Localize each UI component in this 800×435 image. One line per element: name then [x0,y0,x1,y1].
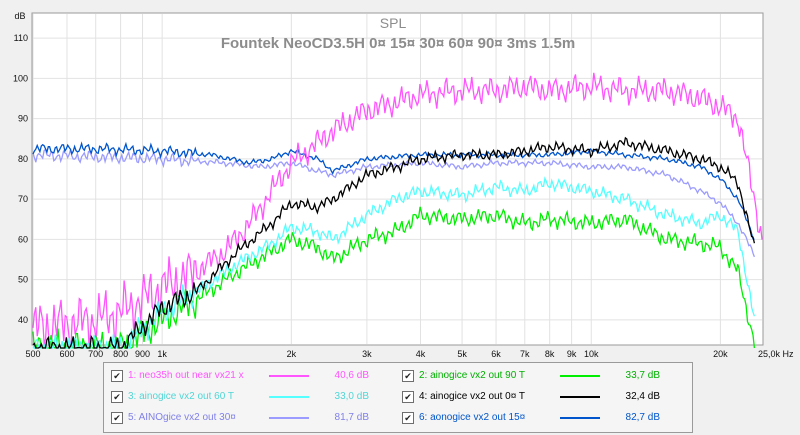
y-tick-label: 100 [13,73,28,83]
legend-label: 1: neo35h out near vx21 x [128,370,244,381]
legend-swatch [269,396,309,398]
legend-label: 2: ainogice vx2 out 90 T [419,370,525,381]
x-tick-label: 8k [545,349,555,359]
x-tick-label: 20k [713,349,728,359]
x-axis: 500 600 700 800 900 1k 2k 3k 4k 5k 6k 7k 8k 9k 10k 20k 2… [25,349,794,359]
x-tick-label: 10k [584,349,599,359]
x-tick-label: 3k [362,349,372,359]
legend-item[interactable]: ✔ 2: ainogice vx2 out 90 T 33,7 dB [402,368,672,384]
legend-value: 82,7 dB [625,412,660,423]
y-tick-label: 110 [14,33,28,43]
legend-item[interactable]: ✔ 5: AINOgice vx2 out 30¤ 81,7 dB [111,410,381,426]
legend-label: 3: ainogice vx2 out 60 T [128,391,234,402]
x-tick-label: 800 [113,349,128,359]
y-unit-label: dB [14,11,25,21]
legend-checkbox[interactable]: ✔ [402,370,414,382]
y-tick-label: 70 [18,194,28,204]
x-tick-label: 9k [567,349,577,359]
legend-value: 81,7 dB [334,412,369,423]
legend-label: 6: aonogice vx2 out 15¤ [419,412,526,423]
x-tick-label: 500 [25,349,40,359]
y-tick-label: 90 [18,114,28,124]
legend-checkbox[interactable]: ✔ [402,412,414,424]
y-tick-label: 80 [18,154,28,164]
series-line [32,136,756,350]
series-line [32,141,755,240]
legend-checkbox[interactable]: ✔ [111,391,123,403]
legend-label: 5: AINOgice vx2 out 30¤ [128,412,236,423]
legend-value: 40,6 dB [334,370,369,381]
x-tick-label: 1k [157,349,167,359]
legend-checkbox[interactable]: ✔ [111,370,123,382]
x-tick-label: 5k [457,349,467,359]
legend-value: 32,4 dB [625,391,660,402]
chart-title: SPL [380,15,407,31]
x-tick-label: 700 [88,349,103,359]
x-tick-label: 900 [135,349,150,359]
legend-swatch [560,375,600,377]
legend-swatch [269,375,309,377]
grid [32,14,762,344]
legend-value: 33,0 dB [334,391,369,402]
y-tick-label: 40 [18,315,28,325]
legend-value: 33,7 dB [625,370,660,381]
x-tick-label: 25,0k Hz [758,349,794,359]
x-tick-label: 2k [287,349,297,359]
series-layer [32,72,763,351]
y-tick-label: 50 [18,275,28,285]
plot-area [31,12,764,346]
legend-item[interactable]: ✔ 6: aonogice vx2 out 15¤ 82,7 dB [402,410,672,426]
legend-swatch [269,417,309,419]
chart-subtitle: Fountek NeoCD3.5H 0¤ 15¤ 30¤ 60¤ 90¤ 3ms… [221,35,575,52]
y-axis: 40 50 60 70 80 90 100 110 [13,33,28,325]
legend-checkbox[interactable]: ✔ [111,412,123,424]
y-tick-label: 60 [18,234,28,244]
x-tick-label: 600 [59,349,74,359]
legend-item[interactable]: ✔ 4: ainogice vx2 out 0¤ T 32,4 dB [402,389,672,405]
legend-swatch [560,417,600,419]
x-tick-label: 6k [491,349,501,359]
legend: ✔ 1: neo35h out near vx21 x 40,6 dB ✔ 2:… [103,362,693,433]
legend-label: 4: ainogice vx2 out 0¤ T [419,391,525,402]
x-tick-label: 7k [520,349,530,359]
legend-checkbox[interactable]: ✔ [402,391,414,403]
legend-item[interactable]: ✔ 1: neo35h out near vx21 x 40,6 dB [111,368,381,384]
legend-item[interactable]: ✔ 3: ainogice vx2 out 60 T 33,0 dB [111,389,381,405]
legend-swatch [560,396,600,398]
x-tick-label: 4k [416,349,426,359]
